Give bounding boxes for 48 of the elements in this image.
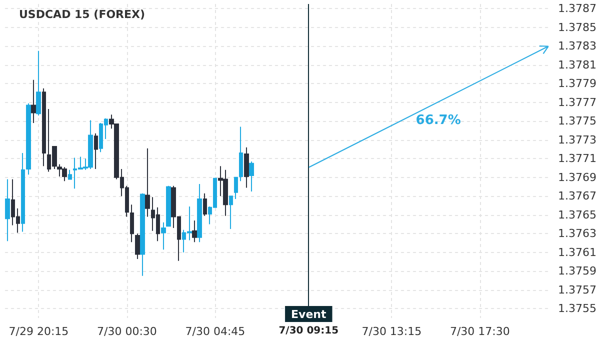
candlestick xyxy=(145,148,150,218)
y-tick-label: 1.3785 xyxy=(558,20,596,34)
y-tick-label: 1.3771 xyxy=(558,152,596,166)
candlestick xyxy=(31,79,36,124)
candlestick xyxy=(244,146,249,188)
candlestick xyxy=(249,160,254,192)
candlestick xyxy=(130,204,134,243)
candlestick xyxy=(197,183,202,243)
candlestick xyxy=(229,196,233,230)
candlestick xyxy=(42,88,46,167)
annotation: 66.7% xyxy=(416,113,461,128)
y-tick-label: 1.3787 xyxy=(558,2,596,16)
x-tick-label: 7/30 04:45 xyxy=(185,325,246,338)
candlestick xyxy=(161,222,166,250)
y-tick-label: 1.3767 xyxy=(558,190,596,203)
y-tick-label: 1.3757 xyxy=(558,283,596,296)
y-tick-label: 1.3775 xyxy=(558,114,596,128)
y-tick-label: 1.3755 xyxy=(558,302,596,316)
candlestick xyxy=(140,192,145,276)
candlestick xyxy=(192,220,197,243)
candlestick xyxy=(5,178,10,242)
candlestick xyxy=(166,185,171,227)
candlestick xyxy=(21,152,25,232)
x-tick-label: 7/29 20:15 xyxy=(8,325,69,338)
ref-line-label: Event xyxy=(291,308,326,321)
x-tick-label: 7/30 00:30 xyxy=(97,325,157,338)
candlestick xyxy=(36,50,41,116)
chart-title: USDCAD 15 (FOREX) xyxy=(19,8,146,21)
y-tick-label: 1.3761 xyxy=(558,246,596,259)
candlestick xyxy=(26,102,31,176)
y-tick-label: 1.3783 xyxy=(558,40,596,53)
candlestick xyxy=(203,192,207,216)
y-tick-label: 1.3781 xyxy=(558,58,596,72)
candlestick xyxy=(135,233,140,260)
candlestick xyxy=(239,126,243,182)
x-tick-label: 7/30 09:15 xyxy=(278,326,339,336)
x-tick-label: 7/30 13:15 xyxy=(362,325,422,338)
y-tick-label: 1.3777 xyxy=(558,96,596,109)
y-tick-label: 1.3773 xyxy=(558,133,596,146)
candlestick xyxy=(68,169,72,180)
y-tick-label: 1.3765 xyxy=(558,208,596,222)
x-tick-label: 7/30 17:30 xyxy=(450,325,510,338)
candlestick xyxy=(234,176,238,200)
y-tick-label: 1.3759 xyxy=(558,264,596,278)
y-tick-label: 1.3763 xyxy=(558,227,596,240)
y-tick-label: 1.3769 xyxy=(558,170,596,184)
candlestick xyxy=(94,132,98,170)
y-tick-label: 1.3779 xyxy=(558,77,596,90)
